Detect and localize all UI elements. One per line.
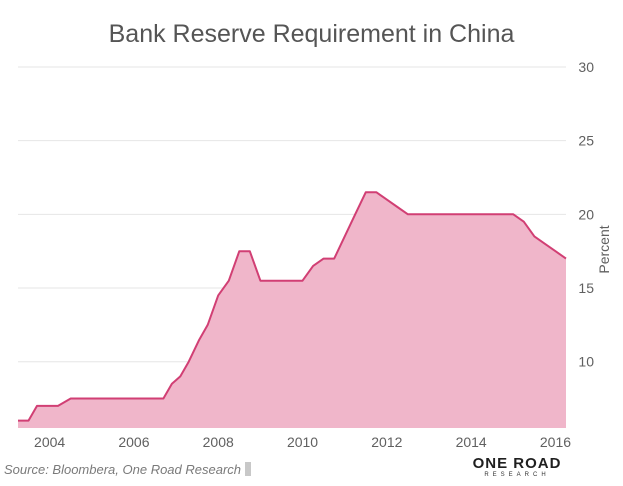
series-line-0 bbox=[18, 191, 567, 422]
x-tick-label-2014: 2014 bbox=[456, 434, 487, 450]
y-tick-label-30: 30 bbox=[578, 59, 594, 75]
axes: 10 15 20 25 30 2004 2006 2008 2010 2012 2014 2016 Pe… bbox=[34, 59, 612, 450]
y-tick-label-10: 10 bbox=[578, 354, 594, 370]
source-note: Source: Bloombera, One Road Research bbox=[4, 462, 252, 477]
logo-subtitle: RESEARCH bbox=[484, 472, 550, 478]
x-tick-label-2006: 2006 bbox=[118, 434, 149, 450]
y-tick-label-25: 25 bbox=[578, 133, 594, 149]
source-marker bbox=[245, 462, 252, 476]
x-tick-label-2010: 2010 bbox=[287, 434, 318, 450]
y-tick-label-15: 15 bbox=[578, 280, 594, 296]
y-tick-label-20: 20 bbox=[578, 206, 594, 222]
one-road-research-logo: ONE ROAD RESEARCH bbox=[462, 455, 572, 478]
series-layer bbox=[18, 191, 567, 428]
y-axis-label: Percent bbox=[596, 225, 612, 273]
source-text: Source: Bloombera, One Road Research bbox=[4, 462, 242, 477]
x-tick-label-2004: 2004 bbox=[34, 434, 65, 450]
x-tick-label-2008: 2008 bbox=[203, 434, 234, 450]
x-tick-label-2016: 2016 bbox=[540, 434, 571, 450]
x-tick-label-2012: 2012 bbox=[371, 434, 402, 450]
chart-title: Bank Reserve Requirement in China bbox=[108, 20, 515, 48]
logo-wordmark: ONE ROAD bbox=[472, 455, 562, 472]
series-area-0 bbox=[18, 192, 566, 428]
